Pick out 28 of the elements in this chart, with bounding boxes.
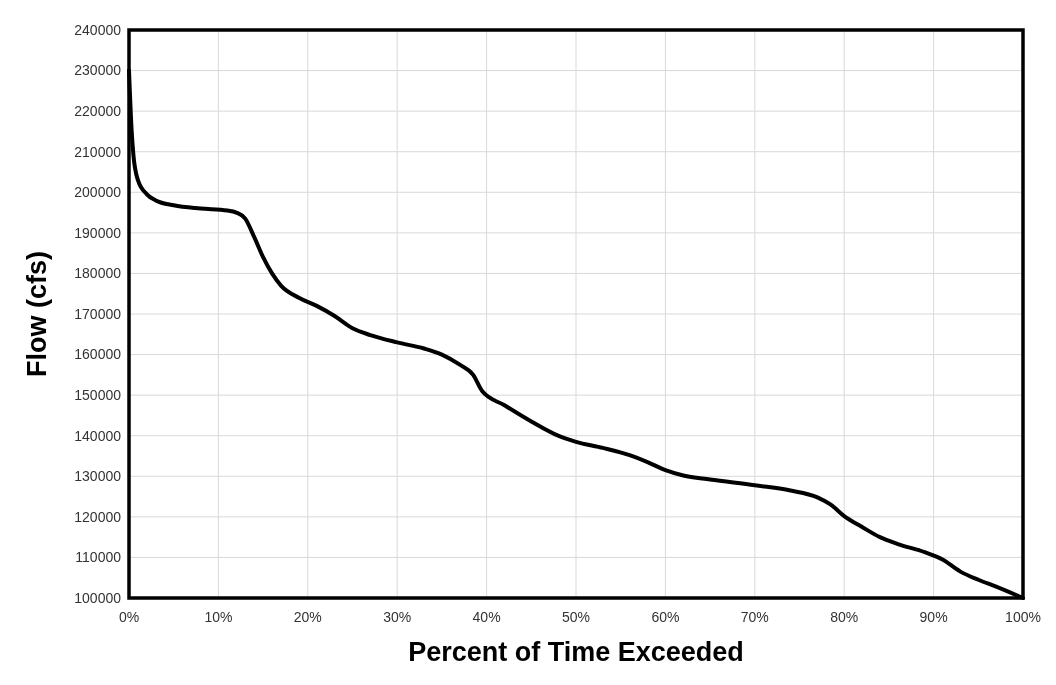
y-tick-label: 100000 [74,589,122,606]
x-axis-title: Percent of Time Exceeded [408,637,744,667]
x-tick-label: 100% [1005,609,1041,625]
x-tick-label: 90% [919,609,948,625]
y-tick-label: 130000 [74,468,122,485]
y-tick-label: 210000 [74,143,122,160]
y-tick-label: 190000 [74,224,122,241]
y-tick-label: 150000 [74,387,122,404]
x-tick-label: 80% [830,609,859,625]
y-tick-label: 110000 [75,549,122,566]
y-tick-label: 120000 [74,508,122,525]
y-tick-label: 220000 [74,103,122,120]
y-tick-label: 170000 [74,305,122,322]
y-tick-label: 180000 [74,265,122,282]
x-tick-label: 20% [293,609,322,625]
x-tick-label: 10% [204,609,233,625]
y-tick-label: 240000 [74,21,122,38]
x-tick-label: 70% [740,609,769,625]
x-tick-label: 60% [651,609,680,625]
y-tick-label: 140000 [74,427,122,444]
y-tick-label: 230000 [74,62,122,79]
y-tick-label: 160000 [74,346,122,363]
x-tick-label: 40% [472,609,501,625]
x-tick-label: 0% [118,609,140,625]
y-axis-title: Flow (cfs) [22,251,52,377]
y-tick-label: 200000 [74,184,122,201]
x-tick-label: 30% [383,609,412,625]
x-tick-label: 50% [561,609,591,625]
